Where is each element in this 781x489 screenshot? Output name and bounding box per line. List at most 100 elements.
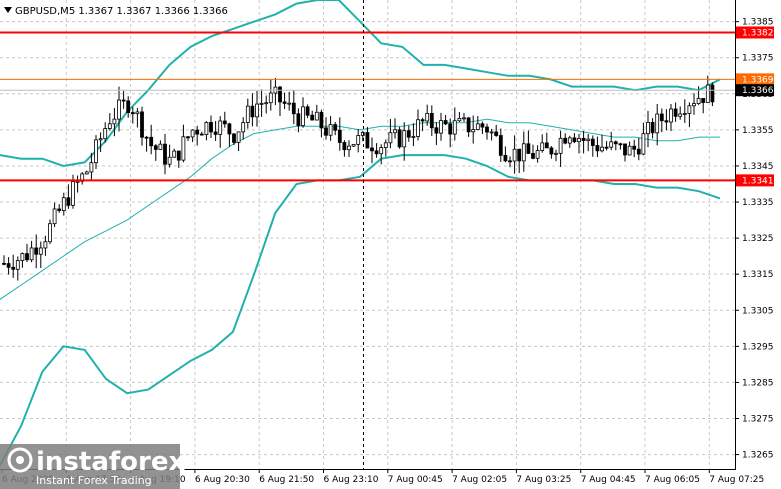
candle-bear [278,86,282,103]
candle-bear [664,120,669,123]
candle-bull [190,129,195,138]
candle-bull [158,143,163,150]
candle-bull [84,171,89,175]
middle-band-line [0,118,720,300]
candle-bear [370,147,374,152]
candle-bull [117,99,121,120]
candle-bear [503,154,508,162]
candle-bull [351,143,356,147]
price-tick-label: 1.3315 [742,270,774,280]
level-price-tag-label: 1.3369 [742,75,774,85]
candle-bull [38,247,43,255]
candle-bear [613,141,618,145]
candle-bull [705,84,710,103]
candle-bear [34,247,39,255]
watermark-brand: instaforex [36,447,186,477]
candle-bear [420,119,425,122]
candle-bull [107,123,112,129]
candle-bear [199,133,204,136]
candle-bull [135,111,140,115]
price-tick-label: 1.3275 [742,414,774,424]
candle-bull [328,124,333,136]
time-tick-label: 7 Aug 02:05 [452,475,507,485]
candle-bull [682,113,687,115]
upper-band-line [0,0,721,168]
candle-bull [356,135,361,145]
candle-bear [636,148,641,155]
candle-bear [213,131,218,135]
dropdown-triangle-icon[interactable] [4,7,12,13]
time-tick-label: 7 Aug 06:05 [645,475,700,485]
candle-bear [342,142,347,151]
candle-bull [577,137,581,143]
candle-bear [6,263,11,268]
time-tick-label: 7 Aug 04:45 [581,475,636,485]
candle-bull [646,122,650,135]
candle-bear [632,145,637,150]
candle-bull [181,136,186,161]
candle-bear [11,266,16,270]
candle-bull [29,247,34,261]
candle-bear [176,150,181,161]
candle-bear [296,113,301,126]
candle-bear [443,120,448,125]
candle-bull [236,131,241,143]
candle-bull [89,162,94,173]
candle-bear [581,137,586,141]
current-price-tag-label: 1.3366 [742,86,774,96]
level-price-tag-label: 1.3382 [742,28,774,38]
candle-bull [692,103,696,107]
candle-bear [140,111,144,138]
price-tick-label: 1.3305 [742,306,774,316]
candle-bear [429,113,434,129]
candle-bear [498,135,503,156]
candle-bull [218,120,223,135]
candle-bull [678,113,683,117]
candle-bull [264,102,269,105]
level-price-tag [736,174,774,187]
chart-header: GBPUSD,M5 1.3367 1.3367 1.3366 1.3366 [4,6,228,17]
candle-bull [379,147,384,155]
chart-title: GBPUSD,M5 1.3367 1.3367 1.3366 1.3366 [15,6,228,17]
candle-bull [393,129,397,134]
candle-bear [25,253,29,261]
candle-bear [126,100,131,113]
time-tick-label: 6 Aug 21:50 [259,475,314,485]
candle-bull [268,92,273,104]
watermark-tagline: Instant Forex Trading [36,474,152,487]
candle-bull [75,180,80,183]
candle-bull [669,108,673,123]
candle-bull [586,138,591,141]
candle-bear [282,101,287,104]
time-tick-label: 7 Aug 03:25 [516,475,571,485]
candle-bull [411,136,416,138]
time-tick-label: 7 Aug 07:25 [709,475,764,485]
price-scale-border [735,0,736,470]
candle-bull [475,123,480,130]
candle-bear [144,136,149,139]
candle-bull [204,121,209,135]
candle-bull [609,141,614,148]
candle-bull [696,98,701,104]
candle-bull [558,137,563,154]
price-tick-label: 1.3295 [742,342,774,352]
candle-bear [57,208,62,211]
candle-bull [245,105,250,124]
candle-bear [485,126,489,133]
candle-bear [563,137,568,144]
candle-bear [406,130,411,138]
candle-bull [94,139,98,164]
candle-bear [365,132,370,149]
candle-bull [48,223,52,243]
time-tick-label: 7 Aug 00:45 [388,475,443,485]
candle-bull [439,120,443,134]
candle-bull [287,102,292,105]
candle-bear [494,131,499,136]
candle-bull [388,132,393,144]
candle-bear [434,127,439,134]
instaforex-logo-icon [7,447,33,473]
price-tick-label: 1.3375 [742,54,774,64]
candle-bull [103,128,108,140]
candle-bear [397,129,402,148]
